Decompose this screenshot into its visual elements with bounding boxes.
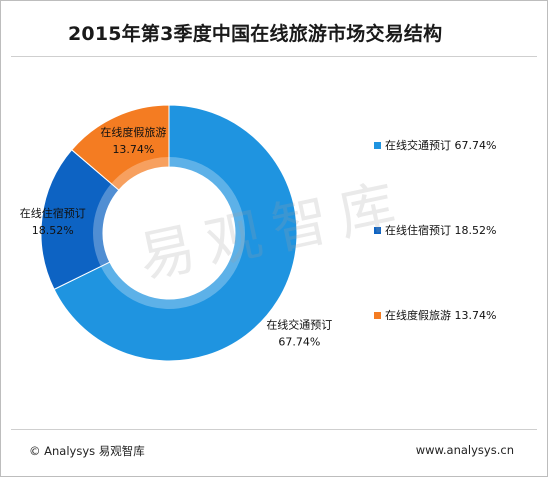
title-divider	[11, 56, 537, 57]
legend-label: 在线住宿预订 18.52%	[385, 223, 496, 237]
legend-swatch	[374, 227, 381, 234]
slice-label-percent: 13.74%	[112, 143, 154, 156]
slice-label-percent: 67.74%	[278, 335, 320, 348]
slice-label-name: 在线住宿预订	[20, 206, 86, 220]
slice-label-name: 在线度假旅游	[100, 125, 166, 139]
donut-slice	[53, 104, 298, 362]
legend-label: 在线交通预订 67.74%	[385, 138, 496, 152]
donut-slice	[71, 104, 170, 191]
donut-inner-ring	[111, 157, 169, 191]
donut-inner-ring	[93, 183, 119, 267]
donut-chart: 在线交通预订 67.74% 在线住宿预订 18.52% 在线度假旅游 13.74% 在线交通…	[20, 104, 496, 362]
legend-label: 在线度假旅游 13.74%	[385, 308, 496, 322]
footer-source: © Analysys 易观智库	[29, 444, 145, 458]
footer-url: www.analysys.cn	[415, 443, 514, 457]
legend-swatch	[374, 312, 381, 319]
footer-divider	[11, 429, 537, 430]
slice-label-name: 在线交通预订	[266, 317, 332, 331]
chart-title: 2015年第3季度中国在线旅游市场交易结构	[68, 23, 443, 45]
legend-swatch	[374, 142, 381, 149]
slice-label-percent: 18.52%	[32, 224, 74, 237]
